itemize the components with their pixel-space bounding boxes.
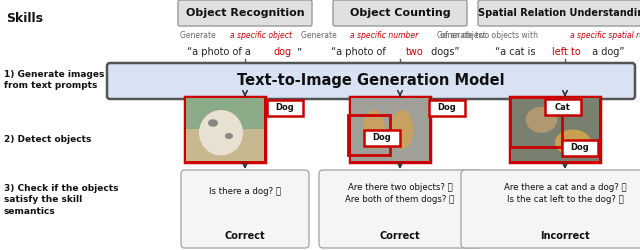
Text: Generate: Generate [180,32,218,40]
Bar [510,97,600,162]
Text: Are both of them dogs? ✅: Are both of them dogs? ✅ [346,194,454,203]
Ellipse shape [525,107,557,133]
Text: Generate: Generate [301,32,339,40]
Text: Correct: Correct [225,231,266,241]
Text: dogs”: dogs” [428,47,460,57]
Bar [545,99,581,115]
Bar [562,140,598,156]
Text: Object Counting: Object Counting [349,8,451,18]
FancyBboxPatch shape [461,170,640,248]
Text: left to: left to [552,47,580,57]
Text: Text-to-Image Generation Model: Text-to-Image Generation Model [237,74,505,88]
Text: ”: ” [296,47,301,57]
FancyBboxPatch shape [107,63,635,99]
Text: Spatial Relation Understanding: Spatial Relation Understanding [478,8,640,18]
Text: 3) Check if the objects
satisfy the skill
semantics: 3) Check if the objects satisfy the skil… [4,184,118,216]
Bar [185,97,265,162]
Ellipse shape [555,130,591,156]
Text: “a photo of: “a photo of [331,47,388,57]
Text: Dog: Dog [571,144,589,152]
Text: Are there a cat and a dog? ✅: Are there a cat and a dog? ✅ [504,182,627,192]
FancyBboxPatch shape [181,170,309,248]
Text: Are there two objects? ✅: Are there two objects? ✅ [348,182,452,192]
Text: Correct: Correct [380,231,420,241]
Text: of an object: of an object [438,32,486,40]
Text: 1) Generate images
from text prompts: 1) Generate images from text prompts [4,70,104,90]
Text: a dog”: a dog” [589,47,624,57]
Text: 2) Detect objects: 2) Detect objects [4,136,92,144]
Ellipse shape [199,110,243,156]
Text: Is the cat left to the dog? ❌: Is the cat left to the dog? ❌ [507,194,623,203]
Text: dog: dog [273,47,291,57]
Bar [350,97,430,162]
Text: Cat: Cat [555,102,571,112]
Text: Incorrect: Incorrect [540,231,590,241]
Bar [351,98,429,161]
Bar [186,129,264,161]
Text: Dog: Dog [438,104,456,112]
Bar [348,115,390,155]
Ellipse shape [225,133,233,139]
Text: a specific object: a specific object [230,32,292,40]
Text: Is there a dog? ✅: Is there a dog? ✅ [209,188,281,196]
Bar [511,98,599,161]
Bar [364,130,400,146]
Text: Generate two objects with: Generate two objects with [436,32,540,40]
Text: two: two [406,47,423,57]
Text: a specific spatial relation: a specific spatial relation [570,32,640,40]
FancyBboxPatch shape [333,0,467,26]
Text: “a photo of a: “a photo of a [187,47,254,57]
Ellipse shape [363,110,385,149]
Text: Dog: Dog [372,134,392,142]
Bar [429,100,465,116]
Text: Skills: Skills [6,12,43,25]
Bar [267,100,303,116]
Text: a specific number: a specific number [349,32,418,40]
FancyBboxPatch shape [178,0,312,26]
FancyBboxPatch shape [478,0,640,26]
Ellipse shape [391,110,413,149]
FancyBboxPatch shape [319,170,482,248]
Bar [510,97,562,147]
Text: “a cat is: “a cat is [495,47,539,57]
Bar [186,98,264,130]
Ellipse shape [208,119,218,127]
Text: Dog: Dog [276,104,294,112]
Text: Object Recognition: Object Recognition [186,8,304,18]
